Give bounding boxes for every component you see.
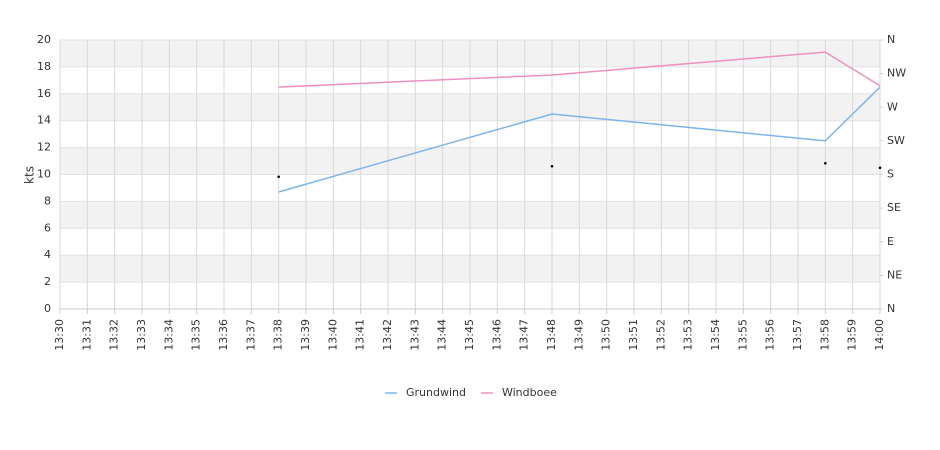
y2-tick-label: NE — [887, 268, 902, 281]
x-tick-label: 13:32 — [108, 319, 121, 351]
y-tick-label: 0 — [44, 302, 51, 315]
y-tick-label: 2 — [44, 275, 51, 288]
x-tick-label: 13:40 — [326, 319, 339, 351]
y-tick-label: 18 — [37, 60, 51, 73]
legend-label: Grundwind — [406, 386, 466, 399]
y-tick-label: 4 — [44, 248, 51, 261]
y-tick-label: 10 — [37, 168, 51, 181]
x-tick-label: 13:37 — [244, 319, 257, 351]
y2-tick-label: S — [887, 168, 894, 181]
x-tick-label: 14:00 — [873, 319, 886, 351]
direction-marker — [824, 161, 827, 165]
x-tick-label: 13:42 — [381, 319, 394, 351]
x-tick-label: 13:46 — [490, 319, 503, 351]
x-tick-label: 13:41 — [354, 319, 367, 351]
y-tick-label: 20 — [37, 33, 51, 46]
x-tick-label: 13:52 — [654, 319, 667, 351]
x-tick-label: 13:59 — [846, 319, 859, 351]
x-tick-label: 13:38 — [272, 319, 285, 351]
x-tick-label: 13:48 — [545, 319, 558, 351]
x-tick-label: 13:50 — [600, 319, 613, 351]
x-tick-label: 13:58 — [818, 319, 831, 351]
y-axis-label: kts — [23, 166, 37, 184]
x-tick-label: 13:56 — [764, 319, 777, 351]
x-tick-label: 13:33 — [135, 319, 148, 351]
x-tick-label: 13:35 — [190, 319, 203, 351]
x-tick-label: 13:45 — [463, 319, 476, 351]
x-tick-label: 13:31 — [80, 319, 93, 351]
legend-label: Windboee — [502, 386, 557, 399]
x-tick-label: 13:47 — [518, 319, 531, 351]
x-tick-label: 13:44 — [436, 319, 449, 351]
x-tick-label: 13:57 — [791, 319, 804, 351]
y-tick-label: 12 — [37, 141, 51, 154]
y2-tick-label: N — [887, 302, 895, 315]
x-tick-label: 13:30 — [53, 319, 66, 351]
y-tick-label: 16 — [37, 87, 51, 100]
x-tick-label: 13:39 — [299, 319, 312, 351]
x-tick-label: 13:55 — [736, 319, 749, 351]
y-tick-label: 8 — [44, 194, 51, 207]
x-tick-label: 13:43 — [408, 319, 421, 351]
x-tick-label: 13:34 — [162, 319, 175, 351]
direction-marker — [550, 164, 554, 168]
y2-tick-label: SW — [887, 134, 905, 147]
y2-tick-label: E — [887, 235, 894, 248]
x-tick-label: 13:49 — [572, 319, 585, 351]
series-line — [278, 86, 881, 193]
x-tick-label: 13:36 — [217, 319, 230, 351]
direction-marker — [878, 166, 882, 170]
series-line — [278, 51, 881, 88]
y2-tick-label: SE — [887, 201, 901, 214]
y2-tick-label: W — [887, 100, 898, 113]
y2-tick-label: NW — [887, 67, 906, 80]
x-tick-label: 13:54 — [709, 319, 722, 351]
x-tick-label: 13:51 — [627, 319, 640, 351]
y2-tick-label: N — [887, 33, 895, 46]
direction-marker — [277, 175, 280, 179]
y-tick-label: 14 — [37, 114, 51, 127]
x-tick-label: 13:53 — [682, 319, 695, 351]
y-tick-label: 6 — [44, 221, 51, 234]
